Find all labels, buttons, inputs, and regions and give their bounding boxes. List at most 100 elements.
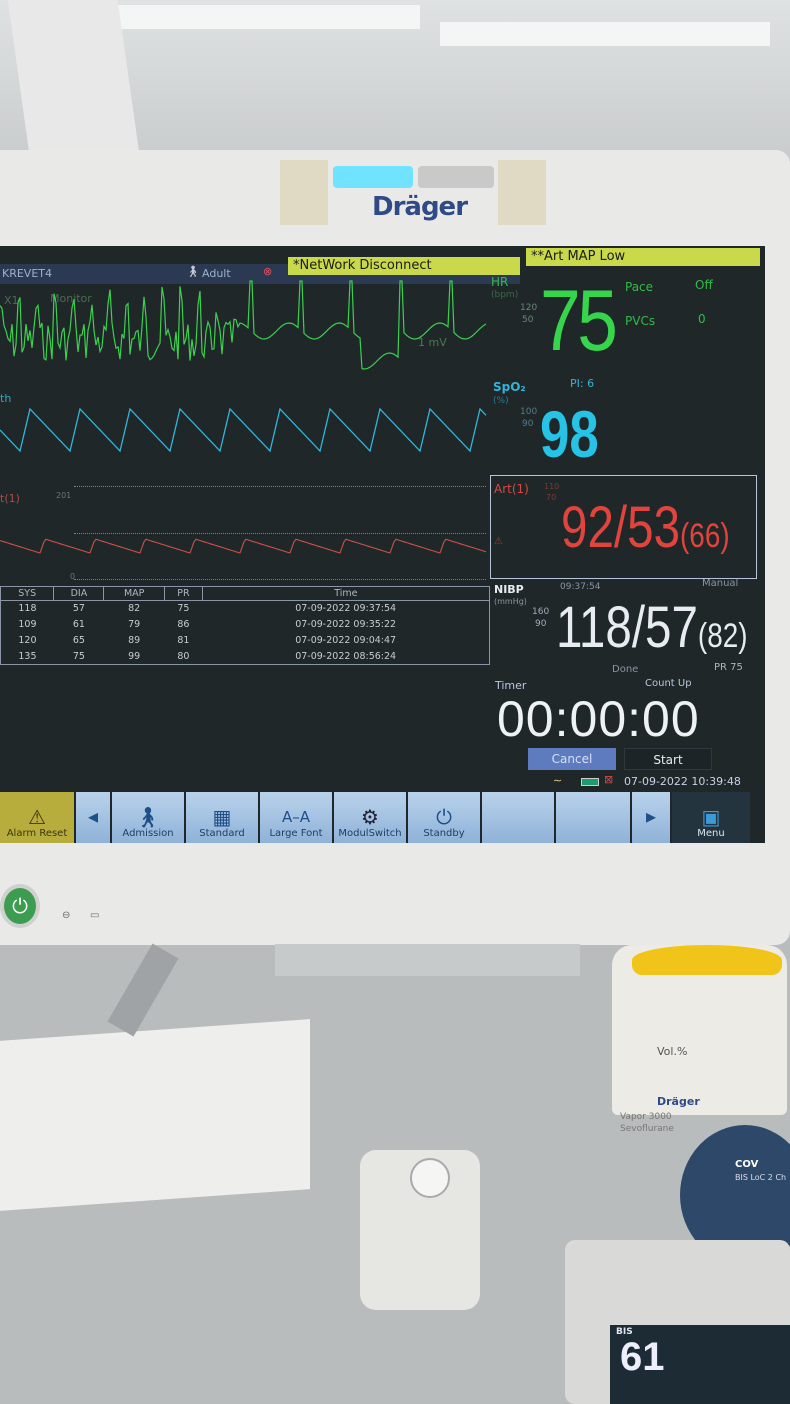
column-header-pr: PR <box>164 586 203 601</box>
spo2-high-limit: 100 <box>520 407 538 417</box>
bis-brand: COV <box>735 1159 759 1170</box>
ecg-mode: Monitor <box>50 292 92 305</box>
spo2-value[interactable]: 98 <box>540 397 599 471</box>
alarm-network-disconnect[interactable]: *NetWork Disconnect <box>288 257 520 275</box>
standard-layout-icon: ▦ <box>212 805 232 829</box>
alarm-led <box>333 166 413 188</box>
table-cell: 135 <box>18 650 37 662</box>
art-high-limit: 110 <box>544 482 560 491</box>
ceiling-light <box>115 5 420 29</box>
ecg-lead[interactable]: X1 <box>4 294 19 307</box>
column-header-sys: SYS <box>0 586 55 601</box>
nibp-label[interactable]: NIBP <box>494 583 524 596</box>
spo2-label[interactable]: SpO₂ <box>493 380 526 394</box>
vaporizer-agent: Sevoflurane <box>620 1124 674 1134</box>
timer-cancel-button[interactable]: Cancel <box>528 748 616 770</box>
bis-screen: BIS 61 <box>610 1325 790 1404</box>
art-alarm-icon: ⚠ <box>494 536 503 547</box>
vaporizer-brand: Dräger <box>657 1095 700 1108</box>
monitor-screen: KREVET4 🚶︎ Adult ⊗ *NetWork Disconnect *… <box>0 246 765 843</box>
art-grid-line <box>74 579 486 580</box>
mount-bracket <box>275 944 580 976</box>
system-datetime: 07-09-2022 10:39:48 <box>624 775 741 788</box>
art-value: 92/53(66) <box>561 495 730 560</box>
table-cell: 89 <box>128 635 141 646</box>
hr-low-limit: 50 <box>522 315 534 325</box>
power-button[interactable]: ⏻ <box>0 884 40 928</box>
spo2-pi: PI: 6 <box>570 377 595 390</box>
hr-unit: (bpm) <box>491 290 519 300</box>
tape <box>498 160 546 225</box>
handle <box>107 943 179 1037</box>
nibp-low-limit: 90 <box>535 619 547 629</box>
admission-button[interactable]: 🚶︎ Admission <box>112 792 184 843</box>
table-row[interactable]: 109 61 79 86 07-09-2022 09:35:22 <box>1 617 490 633</box>
status-led <box>418 166 494 188</box>
art-grid-line <box>74 486 486 487</box>
chevron-right-icon: ▸ <box>645 803 657 828</box>
chevron-left-icon: ◂ <box>87 803 99 828</box>
nibp-mode[interactable]: Manual <box>702 578 739 589</box>
art-scale-top: 201 <box>56 491 72 500</box>
spo2-low-limit: 90 <box>522 419 534 429</box>
modulswitch-button[interactable]: ⚙ ModulSwitch <box>334 792 406 843</box>
pvcs-label: PVCs <box>625 314 656 328</box>
bis-value: 61 <box>620 1335 665 1379</box>
table-row[interactable]: 118 57 82 75 07-09-2022 09:37:54 <box>1 601 490 617</box>
standard-button[interactable]: ▦ Standard <box>186 792 258 843</box>
alarm-reset-button[interactable]: ⚠ Alarm Reset <box>0 792 74 843</box>
menu-button[interactable]: ▣ Menu <box>672 792 750 843</box>
art-scale-bottom: 0 <box>70 572 76 581</box>
patient-type[interactable]: Adult <box>202 267 231 280</box>
table-cell: 81 <box>177 635 190 646</box>
pvcs-value: 0 <box>698 312 706 326</box>
column-header-time: Time <box>201 586 491 601</box>
table-cell: 99 <box>128 650 141 662</box>
standby-button[interactable]: ⏻ Standby <box>408 792 480 843</box>
alarm-art-map-low[interactable]: **Art MAP Low <box>526 248 760 266</box>
admission-icon: 🚶︎ <box>135 805 161 829</box>
nibp-pr: PR 75 <box>714 662 743 673</box>
table-cell: 57 <box>72 603 85 615</box>
brand-logo: Dräger <box>372 192 468 222</box>
shelf <box>0 1019 310 1211</box>
suction-regulator <box>360 1150 480 1310</box>
timer-value: 00:00:00 <box>497 691 700 747</box>
art-waveform <box>0 538 487 554</box>
alarm-reset-icon: ⚠ <box>28 805 46 829</box>
toolbar-empty-slot <box>556 792 630 843</box>
column-header-map: MAP <box>103 586 166 601</box>
table-cell: 61 <box>72 619 85 630</box>
vaporizer-dial[interactable] <box>632 945 782 975</box>
toolbar-prev-button[interactable]: ◂ <box>76 792 110 843</box>
large-font-button[interactable]: A–A Large Font <box>260 792 332 843</box>
bis-monitor: BIS 61 <box>565 1240 790 1404</box>
pressure-gauge <box>410 1158 450 1198</box>
table-row[interactable]: 120 65 89 81 07-09-2022 09:04:47 <box>1 633 490 649</box>
nibp-status: Done <box>612 664 639 675</box>
table-cell: 07-09-2022 09:35:22 <box>295 619 397 630</box>
spo2-unit: (%) <box>493 396 509 406</box>
pace-label: Pace <box>625 280 654 294</box>
nibp-value: 118/57(82) <box>556 595 748 660</box>
timer-start-button[interactable]: Start <box>624 748 712 770</box>
battery-indicator-icon: ▭ <box>90 910 100 921</box>
bottom-toolbar: ⚠ Alarm Reset ◂ 🚶︎ Admission ▦ Standard A–A… <box>0 792 765 843</box>
table-cell: 07-09-2022 09:37:54 <box>295 603 397 615</box>
art-grid-line <box>74 533 486 534</box>
nibp-high-limit: 160 <box>532 607 550 617</box>
tape <box>280 160 328 225</box>
power-icon: ⏻ <box>436 805 452 829</box>
table-row[interactable]: 135 75 99 80 07-09-2022 08:56:24 <box>1 649 490 665</box>
hr-value[interactable]: 75 <box>540 273 618 369</box>
nibp-unit: (mmHg) <box>494 597 527 606</box>
vaporizer: Vol.% Dräger <box>612 945 787 1115</box>
hr-label[interactable]: HR <box>491 275 509 289</box>
art-low-limit: 70 <box>546 493 557 502</box>
ac-indicator-icon: ⊖ <box>62 910 71 921</box>
timer-mode[interactable]: Count Up <box>645 678 692 689</box>
vaporizer-model: Vapor 3000 <box>620 1112 672 1122</box>
toolbar-next-button[interactable]: ▸ <box>632 792 670 843</box>
art-panel[interactable]: Art(1) 110 70 ⚠ 92/53(66) <box>490 475 757 579</box>
table-cell: 80 <box>177 650 190 662</box>
